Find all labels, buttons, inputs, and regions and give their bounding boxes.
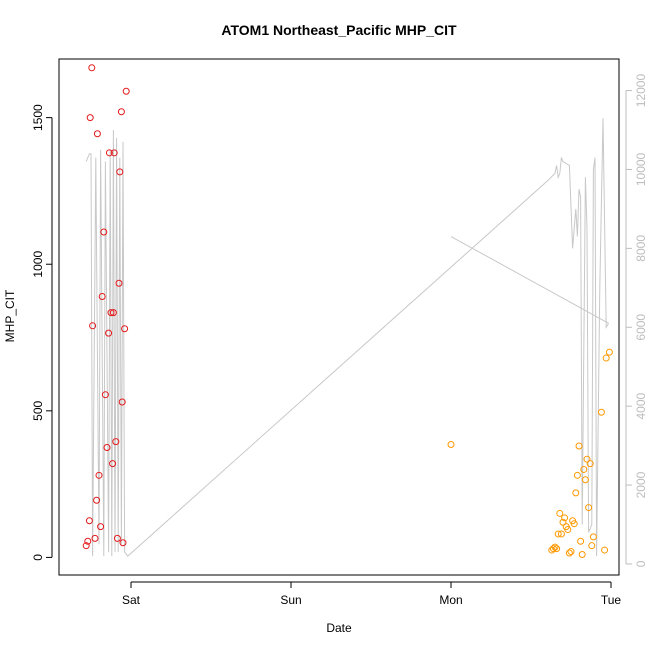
point-s2-27	[589, 533, 597, 541]
chart-title: ATOM1 Northeast_Pacific MHP_CIT	[221, 22, 457, 38]
y-tick-label-1000: 1000	[31, 251, 45, 278]
point-s1-16	[105, 149, 113, 157]
point-s1-24	[116, 168, 124, 176]
secondary-line-segment	[450, 236, 609, 324]
point-s1-2	[85, 517, 93, 525]
y-tick-label-1500: 1500	[31, 104, 45, 131]
point-s2-11	[564, 526, 572, 534]
point-s1-29	[122, 87, 130, 95]
y2-tick-label-10000: 10000	[634, 152, 648, 186]
point-s1-11	[98, 292, 106, 300]
point-s1-25	[117, 108, 125, 116]
point-s1-21	[112, 438, 120, 446]
x-axis-label: Date	[326, 621, 352, 635]
y2-tick-label-2000: 2000	[634, 471, 648, 498]
point-s2-20	[578, 550, 586, 558]
point-s2-6	[556, 509, 564, 517]
y2-tick-label-0: 0	[634, 560, 648, 567]
point-s2-18	[575, 442, 583, 450]
secondary-line	[85, 118, 610, 557]
y-axis-label: MHP_CIT	[3, 289, 17, 342]
point-s1-19	[109, 309, 117, 317]
point-s2-13	[567, 548, 575, 556]
point-s2-26	[588, 542, 596, 550]
point-s2-24	[585, 504, 593, 512]
point-s2-12	[565, 549, 573, 557]
x-tick-label-mon: Mon	[439, 593, 462, 607]
point-s1-17	[107, 309, 115, 317]
y-tick-label-0: 0	[31, 554, 45, 561]
y2-tick-label-4000: 4000	[634, 392, 648, 419]
point-s2-29	[601, 546, 609, 554]
point-s1-13	[101, 391, 109, 399]
point-s2-25	[586, 460, 594, 468]
x-tick-label-sat: Sat	[122, 593, 141, 607]
point-s1-5	[89, 322, 97, 330]
point-s1-4	[88, 64, 96, 72]
point-s1-3	[86, 114, 94, 122]
y-tick-label-500: 500	[31, 400, 45, 420]
point-s2-16	[572, 489, 580, 497]
point-s2-28	[597, 408, 605, 416]
point-s2-31	[605, 348, 613, 356]
point-s2-17	[573, 471, 581, 479]
point-s1-22	[113, 534, 121, 542]
point-s1-6	[91, 534, 99, 542]
y2-tick-label-6000: 6000	[634, 314, 648, 341]
point-s1-23	[115, 279, 123, 287]
point-s1-14	[103, 443, 111, 451]
point-s1-27	[119, 539, 127, 547]
point-s1-26	[118, 398, 126, 406]
point-s1-28	[121, 325, 129, 333]
point-s2-21	[580, 465, 588, 473]
y2-tick-label-8000: 8000	[634, 235, 648, 262]
point-s2-5	[554, 530, 562, 538]
point-s1-15	[105, 329, 113, 337]
point-s2-3	[551, 543, 559, 551]
point-s1-7	[93, 496, 101, 504]
point-s1-0	[82, 542, 90, 550]
point-s1-9	[95, 471, 103, 479]
point-s1-20	[110, 149, 118, 157]
point-s1-1	[84, 537, 92, 545]
point-s2-30	[602, 354, 610, 362]
point-s2-2	[549, 545, 557, 553]
plot-frame	[58, 58, 620, 576]
point-s2-4	[553, 545, 561, 553]
point-s1-8	[93, 130, 101, 138]
point-s2-0	[447, 441, 455, 449]
point-s2-9	[561, 514, 569, 522]
x-tick-label-tue: Tue	[601, 593, 622, 607]
plot-layer: 0 500 1000 1500 0 2000 4000 6000 8000 10000 12000 S…	[31, 64, 648, 607]
point-s2-7	[557, 530, 565, 538]
y2-tick-label-12000: 12000	[634, 74, 648, 108]
point-s1-18	[109, 460, 117, 468]
point-s2-15	[570, 520, 578, 528]
point-s2-22	[581, 476, 589, 484]
point-s1-12	[100, 228, 108, 236]
point-s1-10	[97, 523, 105, 531]
x-tick-label-sun: Sun	[280, 593, 301, 607]
point-s2-19	[577, 537, 585, 545]
